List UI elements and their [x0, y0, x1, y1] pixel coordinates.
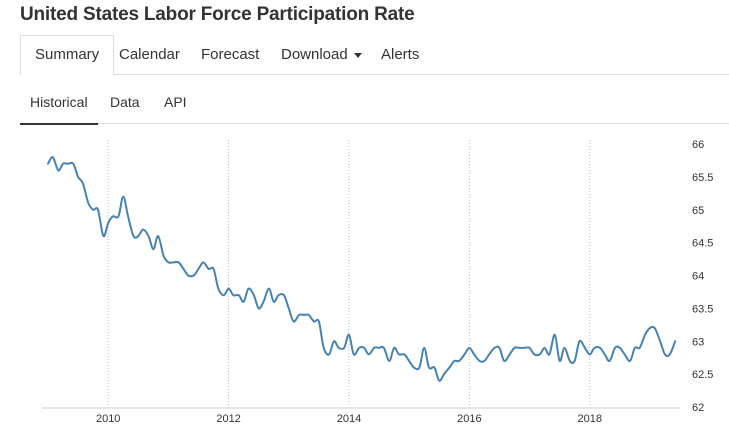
tab-alerts[interactable]: Alerts [381, 35, 419, 75]
subtab-api[interactable]: API [164, 85, 187, 123]
x-tick-label: 2014 [337, 413, 361, 425]
x-tick-label: 2016 [457, 413, 481, 425]
tab-download[interactable]: Download [281, 35, 362, 75]
y-axis: 62 62.5 63 63.5 64 64.5 65 65.5 66 [692, 139, 713, 414]
y-tick-label: 65.5 [692, 172, 713, 184]
x-axis: 2010 2012 2014 2016 2018 [96, 413, 602, 425]
main-tabs: Summary Calendar Forecast Download Alert… [20, 35, 729, 75]
tab-download-label: Download [281, 46, 348, 63]
tab-calendar[interactable]: Calendar [119, 35, 180, 75]
grid-layer [42, 140, 680, 409]
series-layer [47, 156, 677, 382]
tab-summary[interactable]: Summary [20, 35, 115, 75]
x-tick-label: 2012 [216, 413, 240, 425]
y-tick-label: 64.5 [692, 238, 713, 250]
subtab-api-label: API [164, 94, 187, 110]
sub-tabs: Historical Data API [20, 85, 729, 125]
series-line [47, 156, 677, 382]
tab-alerts-label: Alerts [381, 46, 420, 63]
caret-down-icon [353, 52, 362, 58]
y-tick-label: 63.5 [692, 303, 713, 315]
y-tick-label: 62 [692, 402, 704, 414]
x-tick-label: 2010 [96, 413, 120, 425]
y-tick-label: 64 [692, 271, 704, 283]
x-tick-label: 2018 [577, 413, 601, 425]
y-tick-label: 63 [692, 336, 704, 348]
subtab-data[interactable]: Data [110, 85, 140, 123]
subtab-historical[interactable]: Historical [20, 85, 98, 125]
subtab-data-label: Data [110, 94, 140, 110]
tab-calendar-label: Calendar [119, 46, 180, 63]
tab-forecast-label: Forecast [201, 46, 260, 63]
y-tick-label: 62.5 [692, 369, 713, 381]
participation-rate-chart: 2010 2012 2014 2016 2018 6262.56363.56464.56… [42, 139, 713, 425]
page-title: United States Labor Force Participation … [20, 4, 415, 25]
subtab-historical-label: Historical [30, 94, 88, 110]
tab-summary-label: Summary [35, 46, 100, 63]
y-tick-label: 66 [692, 139, 704, 151]
y-tick-label: 65 [692, 205, 704, 217]
tab-forecast[interactable]: Forecast [201, 35, 259, 75]
